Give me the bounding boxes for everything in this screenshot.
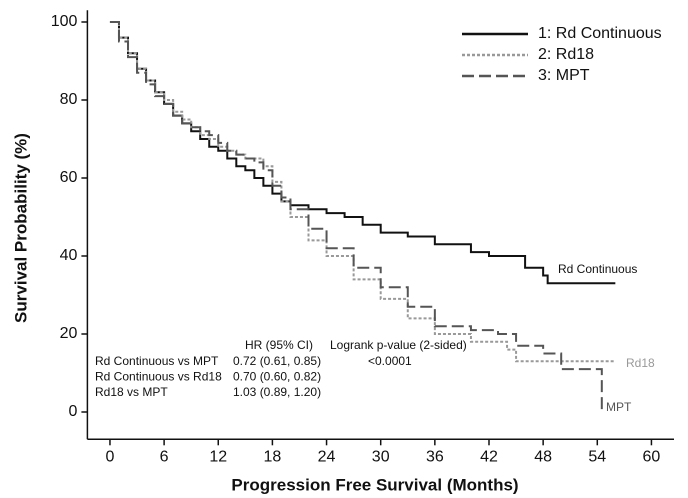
y-tick-label: 0 (68, 403, 77, 420)
y-tick-label: 60 (60, 169, 78, 186)
survival-curve (109, 21, 603, 412)
x-tick-label: 6 (160, 449, 169, 466)
table-cell: 0.72 (0.61, 0.85) (233, 354, 321, 368)
x-tick-label: 42 (480, 449, 498, 466)
curve-label: Rd Continuous (558, 262, 637, 276)
x-tick-label: 18 (264, 449, 282, 466)
y-tick-label: 20 (60, 325, 78, 342)
x-tick-label: 30 (372, 449, 390, 466)
legend-label: 3: MPT (538, 67, 590, 84)
x-tick-label: 60 (643, 449, 661, 466)
y-axis-title: Survival Probability (%) (11, 133, 30, 323)
x-tick-label: 48 (534, 449, 552, 466)
table-cell: 0.70 (0.60, 0.82) (233, 370, 321, 384)
x-tick-label: 36 (426, 449, 444, 466)
table-cell: 1.03 (0.89, 1.20) (233, 385, 321, 399)
table-header: Logrank p-value (2-sided) (330, 338, 467, 352)
y-tick-label: 100 (51, 13, 78, 30)
x-tick-label: 24 (318, 449, 336, 466)
curve-label: Rd18 (626, 356, 655, 370)
x-axis-title: Progression Free Survival (Months) (231, 475, 518, 494)
x-tick-label: 0 (106, 449, 115, 466)
legend-label: 2: Rd18 (538, 46, 594, 63)
x-tick-label: 54 (588, 449, 606, 466)
legend-label: 1: Rd Continuous (538, 25, 662, 42)
table-cell: Rd18 vs MPT (95, 385, 168, 399)
y-tick-label: 40 (60, 247, 78, 264)
table-cell: Rd Continuous vs Rd18 (95, 370, 222, 384)
x-tick-label: 12 (209, 449, 227, 466)
curve-label: MPT (606, 400, 632, 414)
table-header: HR (95% CI) (245, 338, 313, 352)
y-tick-label: 80 (60, 91, 78, 108)
table-cell: <0.0001 (368, 354, 412, 368)
table-cell: Rd Continuous vs MPT (95, 354, 219, 368)
